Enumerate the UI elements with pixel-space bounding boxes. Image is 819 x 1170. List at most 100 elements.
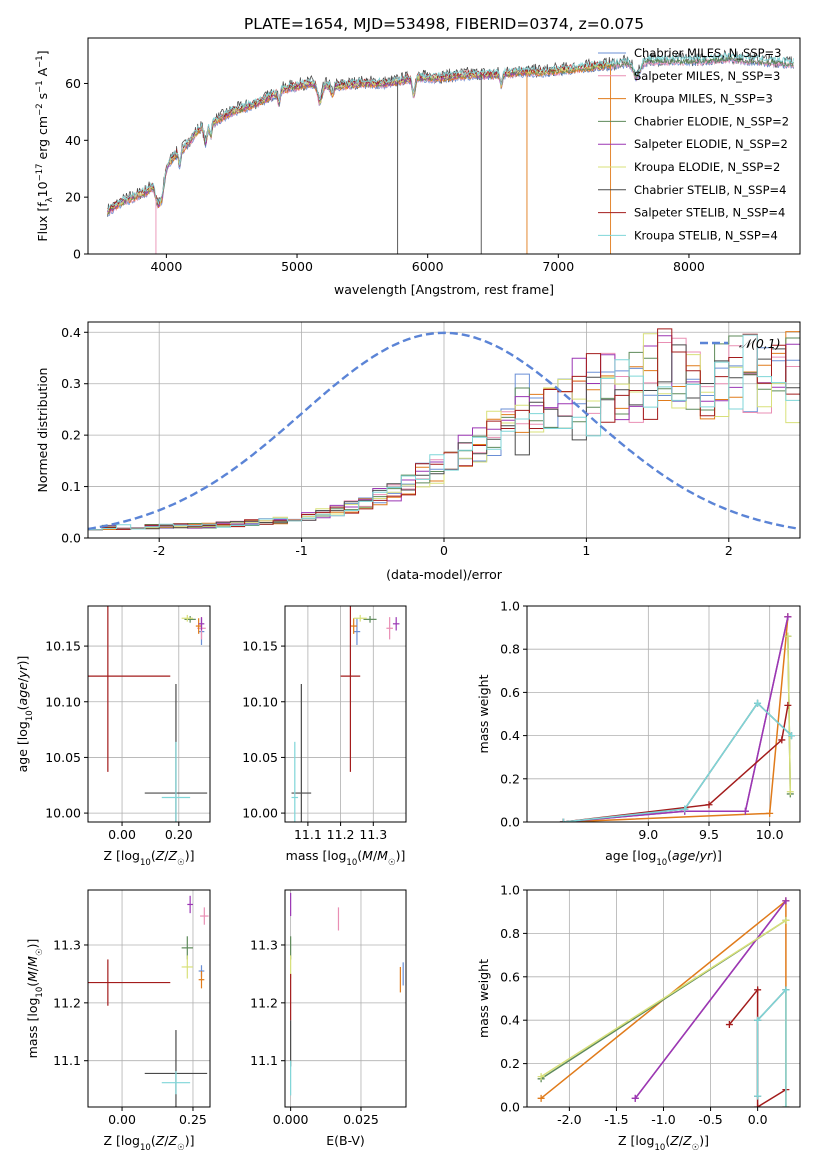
y-tick-label: 0.2 <box>500 1056 520 1071</box>
spectrum-line-6 <box>107 49 794 217</box>
y-tick-label: 0.4 <box>500 1013 520 1028</box>
y-tick-label: 0 <box>73 247 81 262</box>
y-tick-label: 60 <box>65 76 81 91</box>
plot-area <box>537 897 790 1107</box>
y-tick-label: 11.2 <box>250 995 278 1010</box>
x-tick-label: -2.0 <box>557 1112 581 1127</box>
y-tick-label: 11.3 <box>250 937 278 952</box>
panel-age_vs_Z: 0.00 0.20 10.00 10.05 10.10 10.15 <box>45 605 211 842</box>
y-tick-label: 1.0 <box>500 883 520 898</box>
weight-marker <box>559 818 567 822</box>
legend-entry: Kroupa ELODIE, N_SSP=2 <box>634 160 780 174</box>
x-tick-label: 5000 <box>281 259 313 274</box>
axes-frame <box>87 605 211 823</box>
x-tick-label: 11.3 <box>359 827 387 842</box>
weight-line-4 <box>563 616 789 822</box>
plot-area <box>88 606 208 822</box>
y-tick-label: 10.10 <box>242 694 278 709</box>
legend-entry: Salpeter ELODIE, N_SSP=2 <box>634 137 788 151</box>
legend-entry: Kroupa STELIB, N_SSP=4 <box>634 228 778 242</box>
y-tick-label: 10.00 <box>242 806 278 821</box>
x-tick-label: -2 <box>153 543 165 558</box>
x-tick-label: 1 <box>582 543 590 558</box>
axes-frame <box>284 889 407 1108</box>
y-tick-label: 10.05 <box>242 750 278 765</box>
weight-marker <box>537 1073 545 1081</box>
weight-line-8 <box>563 702 793 822</box>
y-tick-label: 11.1 <box>250 1053 278 1068</box>
x-tick-label: 6000 <box>412 259 444 274</box>
x-tick-label: 0.00 <box>108 1112 136 1127</box>
y-tick-label: 10.15 <box>242 639 278 654</box>
x-tick-label: -1 <box>295 543 307 558</box>
weight-line-1 <box>563 616 789 822</box>
weight-marker <box>786 788 794 796</box>
axes-frame <box>284 605 407 823</box>
panel-weight_vs_age: 9.0 9.5 10.0 0.0 0.2 0.4 0.6 0.8 1.0 <box>500 599 801 842</box>
y-tick-label: 0.1 <box>61 479 81 494</box>
legend: Chabrier MILES, N_SSP=3 Salpeter MILES, N… <box>598 46 789 242</box>
plot-area <box>88 895 209 1107</box>
x-tick-label: 11.2 <box>327 827 355 842</box>
y-axis-label: Flux [fλ10−17 erg cm−2 s−1 A−1] <box>35 50 55 241</box>
x-tick-label: 0 <box>440 543 448 558</box>
axes-frame <box>87 37 801 255</box>
y-tick-label: 0.3 <box>61 376 81 391</box>
weight-line-5 <box>787 636 792 792</box>
weight-line-7 <box>563 705 789 822</box>
weight-marker <box>754 1016 762 1024</box>
x-tick-label: 9.5 <box>699 827 719 842</box>
x-axis-label: wavelength [Angstrom, rest frame] <box>334 282 554 297</box>
y-axis-label: mass weight <box>476 959 491 1038</box>
weight-marker <box>778 736 786 744</box>
y-axis-label: age [log10(age/yr)] <box>15 656 35 773</box>
legend-entry: Chabrier STELIB, N_SSP=4 <box>634 183 786 197</box>
legend-entry-normal: 𝒩(0,1) <box>739 336 781 351</box>
spectrum-line-8 <box>107 52 794 211</box>
panel-weight_vs_Z: -2.0 -1.5 -1.0 -0.5 0.0 0.0 0.2 0.4 0.6 0.8 1.0 <box>500 883 801 1127</box>
y-tick-label: 10.10 <box>45 694 81 709</box>
y-tick-label: 11.3 <box>53 937 81 952</box>
plot-area <box>107 49 794 254</box>
x-tick-label: 2 <box>725 543 733 558</box>
histogram-step-7 <box>88 328 800 531</box>
x-tick-label: 11.1 <box>294 827 322 842</box>
histogram-step-8 <box>88 334 800 531</box>
y-tick-label: 0.6 <box>500 969 520 984</box>
axes-frame <box>526 605 801 823</box>
weight-line-5 <box>540 919 787 1078</box>
spectrum-line-2 <box>107 63 611 215</box>
weight-marker <box>766 809 774 817</box>
weight-marker <box>788 732 796 740</box>
y-axis-label: mass [log10(M/M☉)] <box>25 939 45 1059</box>
weight-marker <box>782 897 790 905</box>
x-tick-label: 0.025 <box>343 1112 379 1127</box>
y-tick-label: 11.2 <box>53 995 81 1010</box>
x-tick-label: -1.5 <box>604 1112 628 1127</box>
y-tick-label: 40 <box>65 133 81 148</box>
plot-area <box>291 606 400 822</box>
panel-spectrum: 4000 5000 6000 7000 8000 0 20 40 60 <box>65 37 801 274</box>
x-axis-label: age [log10(age/yr)] <box>605 848 722 868</box>
normal-curve <box>88 331 800 531</box>
legend-entry: Chabrier ELODIE, N_SSP=2 <box>634 114 789 128</box>
y-tick-label: 0.2 <box>61 428 81 443</box>
axes-frame <box>87 889 211 1108</box>
weight-marker <box>754 699 762 707</box>
y-tick-label: 0.4 <box>500 728 520 743</box>
weight-line-0 <box>563 616 789 822</box>
y-tick-label: 0.8 <box>500 642 520 657</box>
x-tick-label: 7000 <box>542 259 574 274</box>
x-axis-label: Z [log10(Z/Z☉)] <box>104 848 195 868</box>
x-axis-label: Z [log10(Z/Z☉)] <box>618 1133 709 1153</box>
x-tick-label: 0.25 <box>179 1112 207 1127</box>
y-tick-label: 10.00 <box>45 806 81 821</box>
x-axis-label: mass [log10(M/M☉)] <box>286 848 406 868</box>
weight-marker <box>784 701 792 709</box>
weight-marker <box>754 986 762 994</box>
y-tick-label: 0.0 <box>500 815 520 830</box>
legend-entry: Kroupa MILES, N_SSP=3 <box>634 92 773 106</box>
plot-area <box>559 613 796 822</box>
plot-area <box>88 328 800 531</box>
